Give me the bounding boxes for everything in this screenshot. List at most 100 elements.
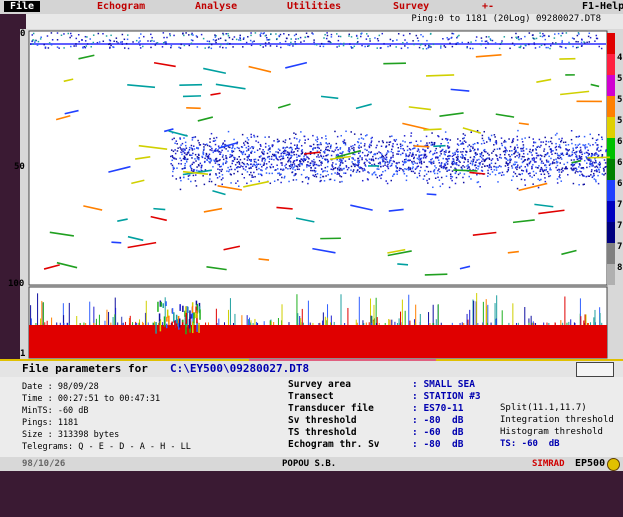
school-dot [548,156,550,158]
school-dot [558,176,560,178]
school-dot [557,157,559,159]
school-dot [221,179,223,181]
school-dot [481,166,483,168]
school-dot [412,164,414,166]
noise [543,35,545,37]
bottom-spike [585,314,586,325]
noise [562,33,564,35]
school-dot [428,171,430,173]
school-dot [484,161,486,163]
noise [524,36,526,38]
school-dot [439,171,441,173]
school-dot [296,160,298,162]
school-dot [380,178,382,180]
school-dot [253,172,255,174]
school-dot [447,142,449,144]
noise [300,37,302,39]
noise [413,44,415,46]
school-dot [458,151,460,153]
school-dot [255,140,257,142]
school-dot [331,164,333,166]
noise [122,34,124,36]
bottom-spike [135,323,136,325]
noise [229,37,231,39]
noise [40,36,42,38]
school-dot [418,156,420,158]
school-dot [375,158,377,160]
logo [607,458,620,471]
school-dot [484,151,486,153]
bottom-spike [248,319,249,325]
field-note: Split(11.1,11.7) [500,403,587,413]
school-dot [386,154,388,156]
school-dot [355,164,357,166]
school-dot [317,144,319,146]
school-dot [463,182,465,184]
school-dot [222,174,224,176]
school-dot [531,154,533,156]
school-dot [242,147,244,149]
school-dot [546,161,548,163]
bottom-spike [543,323,544,325]
school-dot [172,139,174,141]
school-dot [316,156,318,158]
bottom-spike [593,317,594,325]
footer-date: 98/10/26 [22,459,65,469]
bottom-spike [106,310,107,325]
noise [185,32,187,34]
school-dot [290,147,292,149]
noise [57,32,59,34]
school-dot [565,142,567,144]
school-dot [435,150,437,152]
noise [456,43,458,45]
school-dot [204,161,206,163]
school-dot [265,146,267,148]
school-dot [371,151,373,153]
school-dot [521,138,523,140]
school-dot [266,167,268,169]
school-dot [476,174,478,176]
school-dot [601,137,603,139]
school-dot [228,171,230,173]
school-dot [359,160,361,162]
bottom-spike [247,315,248,325]
noise [554,33,556,35]
noise [268,42,270,44]
school-dot [215,173,217,175]
noise [306,33,308,35]
fish-trace [426,75,454,76]
school-dot [555,159,557,161]
school-dot [548,161,550,163]
noise [71,35,73,37]
school-dot [555,134,557,136]
school-dot [304,136,306,138]
noise [182,33,184,35]
school-dot [272,145,274,147]
school-dot [387,161,389,163]
school-dot [192,137,194,139]
school-dot [362,180,364,182]
school-dot [260,155,262,157]
noise [577,35,579,37]
school-dot [501,175,503,177]
bottom-spike [130,316,131,325]
school-dot [172,165,174,167]
noise [377,38,379,40]
school-dot [306,164,308,166]
school-dot [345,142,347,144]
bottom-spike [282,304,283,325]
school-dot [557,165,559,167]
school-dot [540,145,542,147]
noise [554,37,556,39]
noise [73,45,75,47]
school-dot [392,152,394,154]
school-dot [174,149,176,151]
school-dot [601,146,603,148]
school-dot [402,145,404,147]
scale-label: 5 [617,95,622,105]
noise [511,37,513,39]
noise [336,33,338,35]
school-dot [263,165,265,167]
noise [298,38,300,40]
school-dot [575,151,577,153]
